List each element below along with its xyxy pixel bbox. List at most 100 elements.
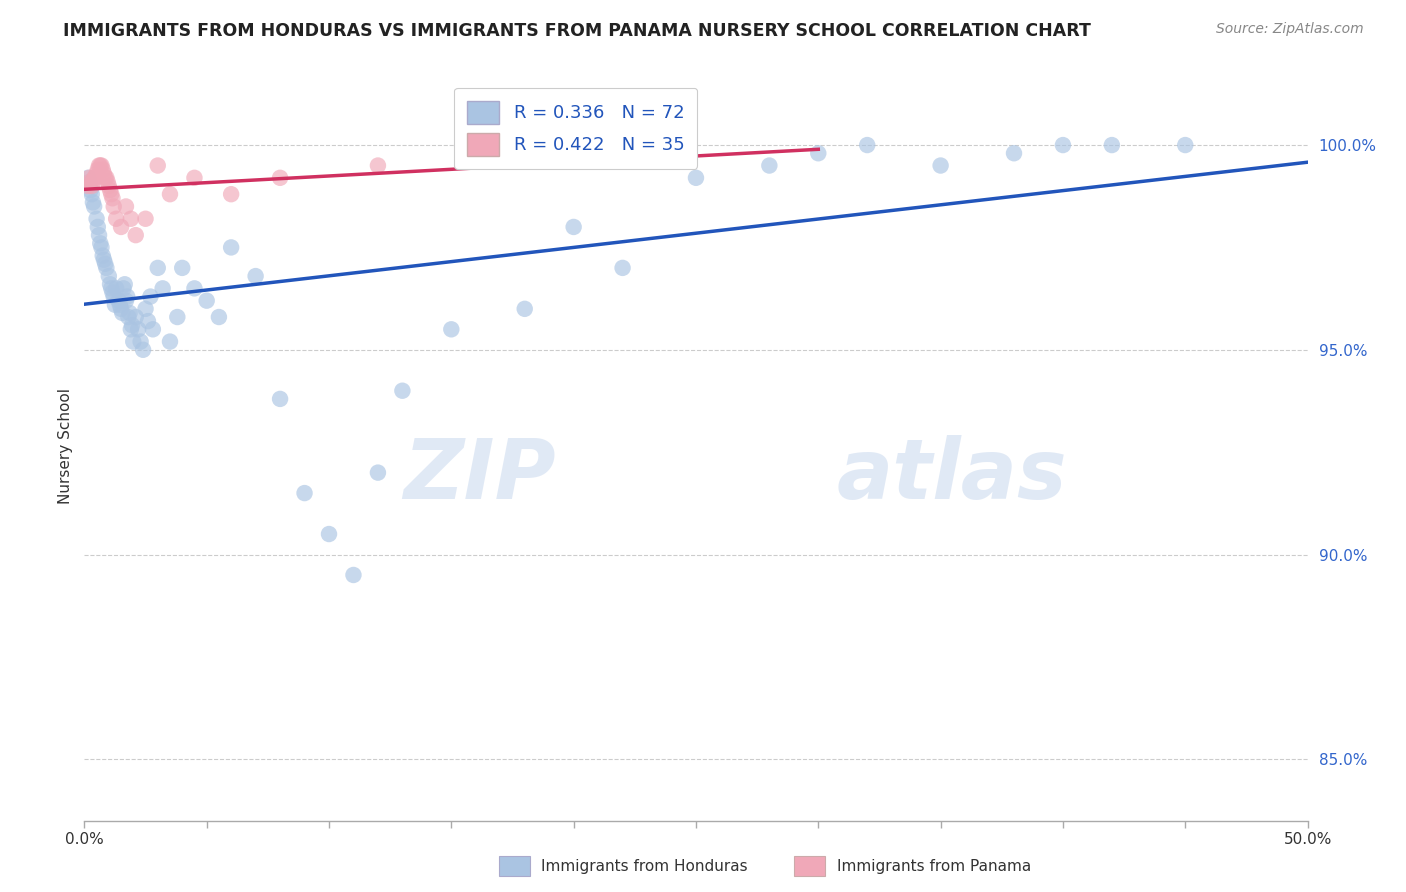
Point [440, 322, 463, 336]
Point [183, 170, 205, 185]
Point [318, 527, 340, 541]
Point [83, 170, 105, 185]
Point [612, 260, 634, 275]
Text: atlas: atlas [837, 435, 1067, 516]
Text: Source: ZipAtlas.com: Source: ZipAtlas.com [1216, 22, 1364, 37]
Point [97, 269, 120, 284]
Point [294, 486, 316, 500]
Point [100, 187, 122, 202]
Point [80, 187, 103, 202]
Point [513, 146, 536, 161]
Point [269, 170, 291, 185]
Point [146, 159, 169, 173]
Point [132, 343, 155, 357]
Point [136, 314, 159, 328]
Point [114, 277, 136, 292]
Point [96, 260, 118, 275]
Point [159, 334, 181, 349]
Point [104, 298, 127, 312]
Point [245, 269, 267, 284]
Point [115, 199, 138, 213]
Point [89, 159, 111, 173]
Point [685, 170, 707, 185]
Point [91, 162, 114, 177]
Point [94, 257, 117, 271]
Point [152, 281, 174, 295]
Point [91, 249, 114, 263]
Point [100, 281, 122, 295]
Point [115, 293, 138, 308]
Point [367, 159, 389, 173]
Point [139, 289, 162, 303]
Point [87, 159, 110, 173]
Point [807, 146, 830, 161]
Point [110, 219, 132, 234]
Point [80, 179, 103, 194]
Point [183, 281, 205, 295]
Point [127, 322, 149, 336]
Point [79, 175, 101, 189]
Point [219, 187, 242, 202]
Point [562, 219, 585, 234]
Point [195, 293, 218, 308]
Point [142, 322, 165, 336]
Point [77, 175, 100, 189]
Point [758, 159, 780, 173]
Point [513, 301, 536, 316]
Text: ZIP: ZIP [402, 435, 555, 516]
Point [111, 306, 134, 320]
Point [112, 281, 135, 295]
Point [101, 285, 124, 300]
Point [121, 318, 143, 333]
Point [79, 183, 101, 197]
Point [77, 170, 100, 185]
Point [82, 195, 104, 210]
Point [105, 281, 128, 295]
Point [103, 199, 125, 213]
Point [122, 334, 145, 349]
Point [135, 211, 157, 226]
Text: Immigrants from Panama: Immigrants from Panama [837, 859, 1031, 873]
Point [929, 159, 952, 173]
Point [117, 310, 139, 324]
Point [118, 306, 141, 320]
Point [103, 289, 125, 303]
Point [208, 310, 231, 324]
Point [96, 170, 118, 185]
Point [129, 334, 152, 349]
Point [125, 228, 148, 243]
Point [94, 170, 117, 185]
Point [1174, 138, 1197, 153]
Point [77, 170, 100, 185]
Point [83, 199, 105, 213]
Point [77, 179, 100, 194]
Point [219, 240, 242, 254]
Point [391, 384, 413, 398]
Point [108, 298, 131, 312]
Point [101, 191, 124, 205]
Text: IMMIGRANTS FROM HONDURAS VS IMMIGRANTS FROM PANAMA NURSERY SCHOOL CORRELATION CH: IMMIGRANTS FROM HONDURAS VS IMMIGRANTS F… [63, 22, 1091, 40]
Point [342, 568, 364, 582]
Point [87, 228, 110, 243]
Point [97, 179, 120, 194]
Point [125, 310, 148, 324]
Point [87, 162, 110, 177]
Point [93, 252, 115, 267]
Point [146, 260, 169, 275]
Point [166, 310, 188, 324]
Point [1101, 138, 1123, 153]
Point [82, 175, 104, 189]
Point [856, 138, 879, 153]
Point [87, 219, 110, 234]
Point [1052, 138, 1074, 153]
Point [172, 260, 194, 275]
Point [1002, 146, 1025, 161]
Point [269, 392, 291, 406]
Point [84, 170, 107, 185]
Point [93, 167, 115, 181]
Point [115, 289, 138, 303]
Point [89, 236, 111, 251]
Point [86, 167, 108, 181]
Point [367, 466, 389, 480]
Text: Immigrants from Honduras: Immigrants from Honduras [541, 859, 748, 873]
